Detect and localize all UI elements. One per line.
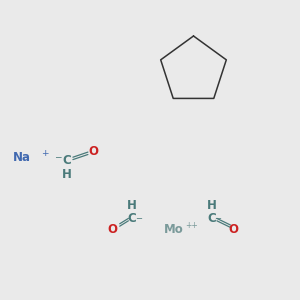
Text: O: O [88, 145, 98, 158]
Text: −: − [135, 214, 142, 224]
Text: H: H [62, 167, 71, 181]
Text: −: − [214, 214, 222, 224]
Text: ++: ++ [185, 220, 197, 230]
Text: C: C [62, 154, 71, 167]
Text: H: H [127, 199, 137, 212]
Text: C: C [207, 212, 216, 226]
Text: −: − [54, 153, 62, 162]
Text: H: H [207, 199, 216, 212]
Text: Mo: Mo [164, 223, 184, 236]
Text: C: C [128, 212, 136, 226]
Text: O: O [107, 223, 117, 236]
Text: O: O [228, 223, 239, 236]
Text: +: + [41, 148, 48, 158]
Text: Na: Na [13, 151, 31, 164]
